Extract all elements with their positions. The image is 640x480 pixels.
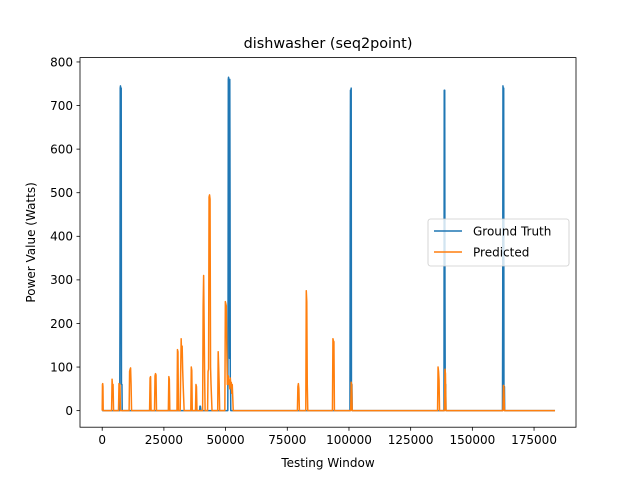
- x-tick-label: 25000: [145, 433, 183, 447]
- y-axis-ticks: 0 100 200 300 400 500 600 700 800: [50, 55, 80, 418]
- legend-label: Predicted: [473, 245, 529, 259]
- x-tick-label: 50000: [206, 433, 244, 447]
- y-tick-label: 300: [50, 273, 73, 287]
- series-line-predicted: [101, 194, 556, 412]
- y-axis-label: Power Value (Watts): [24, 182, 38, 302]
- axes-frame: [79, 57, 577, 428]
- y-tick-label: 0: [65, 404, 73, 418]
- x-tick-label: 0: [98, 433, 106, 447]
- x-tick-label: 75000: [268, 433, 306, 447]
- x-tick-label: 100000: [326, 433, 372, 447]
- x-tick-label: 150000: [449, 433, 495, 447]
- x-tick-label: 125000: [388, 433, 434, 447]
- legend-box: [427, 218, 570, 267]
- y-tick-label: 200: [50, 317, 73, 331]
- plot-area: [79, 57, 577, 428]
- y-tick-label: 500: [50, 186, 73, 200]
- series-layer: [101, 76, 556, 412]
- x-axis-ticks: 0 25000 50000 75000 100000 125000 150000 175000: [98, 427, 557, 447]
- y-tick-label: 600: [50, 142, 73, 156]
- legend-label: Ground Truth: [473, 224, 551, 238]
- y-tick-label: 800: [50, 55, 73, 69]
- chart-title: dishwasher (seq2point): [244, 36, 413, 52]
- y-tick-label: 400: [50, 230, 73, 244]
- x-tick-label: 175000: [511, 433, 557, 447]
- y-tick-label: 100: [50, 360, 73, 374]
- legend: Ground Truth Predicted: [427, 218, 570, 267]
- y-tick-label: 700: [50, 99, 73, 113]
- x-axis-label: Testing Window: [280, 456, 375, 470]
